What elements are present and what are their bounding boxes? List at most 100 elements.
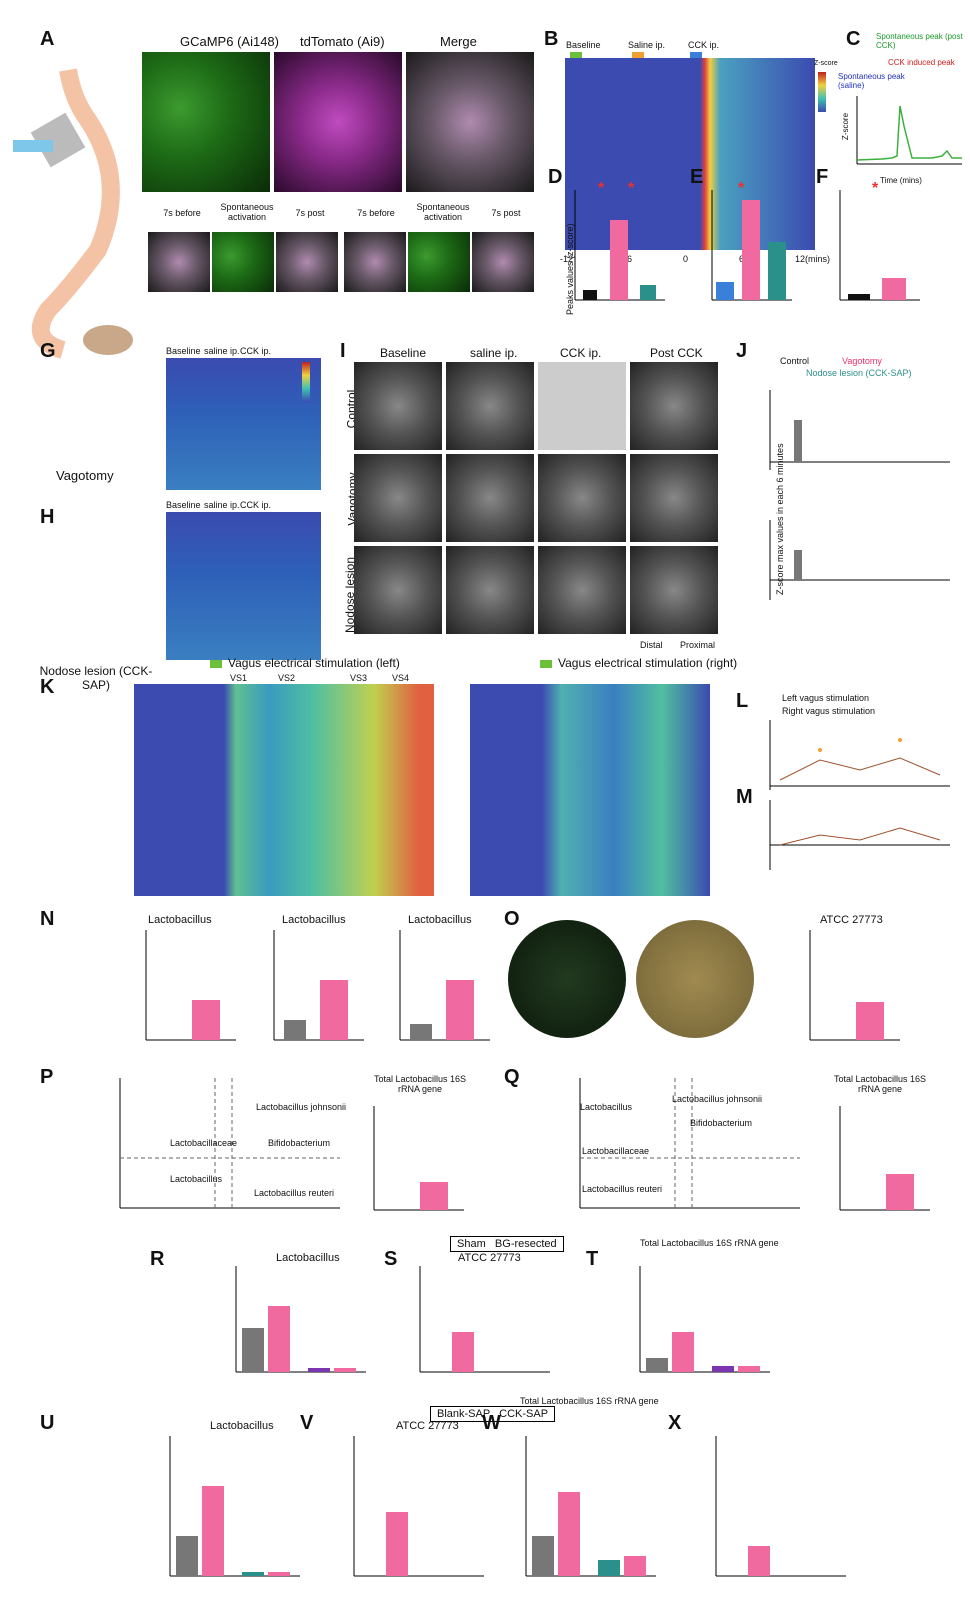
panel-label-P: P (40, 1066, 54, 1088)
i-img-2-1 (446, 546, 534, 634)
d-ylabel: Peaks values (z-score) (565, 223, 575, 315)
h-caption: Nodose lesion (CCK-SAP) (39, 664, 153, 692)
i-col-3: Post CCK (650, 346, 703, 360)
heatmap-legend-b (818, 72, 826, 112)
p-annot-2: Bifidobacterium (268, 1138, 331, 1148)
i-img-0-0 (354, 362, 442, 450)
i-img-1-0 (354, 454, 442, 542)
heatmap-legend-g (302, 362, 310, 402)
heatmap-h (166, 512, 321, 660)
l-legend-1: Right vagus stimulation (782, 706, 876, 716)
p-annot-1: Lactobacillus johnsonii (256, 1102, 347, 1112)
i-footer-proximal: Proximal (680, 640, 716, 650)
i-img-0-1 (446, 362, 534, 450)
phase-bar-cck-b (690, 52, 702, 58)
inset-image-0 (148, 232, 210, 292)
n-title-2: Lactobacillus (408, 914, 472, 926)
bars-r (235, 1266, 366, 1373)
gut-illustration-a (13, 68, 133, 359)
dots-j-bottom (769, 520, 950, 600)
xtick-b-0: -12 (560, 254, 574, 264)
heatmap-k-left (134, 684, 434, 896)
g-phase-2: CCK ip. (240, 346, 272, 356)
panel-label-Q: Q (504, 1066, 520, 1088)
bars-u (169, 1436, 300, 1577)
panel-label-N: N (40, 908, 55, 930)
bars-n2 (399, 930, 490, 1041)
c-note-0: Spontaneous peak (post CCK) (876, 32, 963, 50)
legend-rs-0: Sham (457, 1238, 486, 1250)
k-right-legend-swatch (540, 660, 552, 668)
dots-m (769, 800, 950, 870)
strip-d (574, 190, 665, 301)
c-note-2: Spontaneous peak (saline) (838, 72, 905, 90)
bars-t (639, 1266, 770, 1373)
inset-image-5 (472, 232, 534, 292)
micro-image-gcamp (142, 52, 270, 192)
panel-label-W: W (482, 1412, 501, 1434)
phase-bar-baseline-b (570, 52, 582, 58)
panel-label-C: C (846, 28, 861, 50)
dots-l (769, 720, 950, 790)
i-img-1-3 (630, 454, 718, 542)
sig-star-e1: * (738, 180, 745, 197)
panel-label-I: I (340, 340, 346, 362)
panel-label-J: J (736, 340, 748, 362)
petri-dish-saline (508, 920, 626, 1038)
petri-dish-cck (636, 920, 754, 1038)
g-phase-1: saline ip. (204, 346, 240, 356)
volcano-q (579, 1078, 800, 1209)
panel-label-X: X (668, 1412, 682, 1434)
p-annot-0: Lactobacillaceae (170, 1138, 238, 1148)
dots-j-top (769, 390, 950, 470)
w-title: Total Lactobacillus 16S rRNA gene (520, 1396, 659, 1406)
legend-uw-0: Blank-SAP (437, 1408, 490, 1420)
xtick-b-4: 12(mins) (794, 254, 830, 264)
p-annot-3: Lactobacillus (170, 1174, 223, 1184)
panel-label-O: O (504, 908, 520, 930)
inset-label-1: Spontaneous activation (220, 202, 274, 222)
v-title: ATCC 27773 (396, 1420, 459, 1432)
i-img-1-1 (446, 454, 534, 542)
i-col-0: Baseline (380, 346, 427, 360)
panel-label-R: R (150, 1248, 165, 1270)
panel-label-B: B (544, 28, 559, 50)
panel-label-U: U (40, 1412, 55, 1434)
c-ylabel: Z-score (841, 112, 851, 141)
i-img-2-2 (538, 546, 626, 634)
t-title: Total Lactobacillus 16S rRNA gene (640, 1238, 779, 1248)
sig-star-d2: * (628, 180, 635, 197)
bars-n0 (145, 930, 236, 1041)
q-annot-2: Bifidobacterium (690, 1118, 753, 1128)
inset-label-5: 7s post (491, 208, 521, 218)
r-title: Lactobacillus (276, 1252, 340, 1264)
k-vs-1: VS1 (230, 673, 248, 683)
k-left-title: Vagus electrical stimulation (left) (228, 656, 400, 670)
legend-rs-1: BG-resected (494, 1238, 557, 1250)
panel-label-K: K (40, 676, 55, 698)
i-col-2: CCK ip. (560, 346, 602, 360)
bars-p (373, 1106, 464, 1211)
i-img-0-3 (630, 362, 718, 450)
k-vs-4: VS4 (392, 673, 410, 683)
n-title-0: Lactobacillus (148, 914, 212, 926)
bars-q (839, 1106, 930, 1211)
q-bar-title: Total Lactobacillus 16S rRNA gene (833, 1074, 927, 1094)
inset-image-1 (212, 232, 274, 292)
j-legend-0: Control (780, 356, 810, 366)
panel-label-T: T (586, 1248, 599, 1270)
panel-label-H: H (40, 506, 55, 528)
heatmap-g (166, 358, 321, 490)
panel-label-E: E (690, 166, 704, 188)
q-annot-4: Lactobacillus reuteri (582, 1184, 663, 1194)
trace-c (856, 96, 962, 165)
inset-image-3 (344, 232, 406, 292)
panel-a-title-2: Merge (440, 34, 477, 49)
xtick-b-2: 0 (682, 254, 688, 264)
panel-label-A: A (40, 28, 55, 50)
strip-f (839, 190, 920, 301)
strip-x (715, 1436, 846, 1577)
l-legend-0: Left vagus stimulation (782, 693, 870, 703)
phase-label-cck-b: CCK ip. (688, 40, 720, 50)
k-vs-3: VS3 (350, 673, 368, 683)
